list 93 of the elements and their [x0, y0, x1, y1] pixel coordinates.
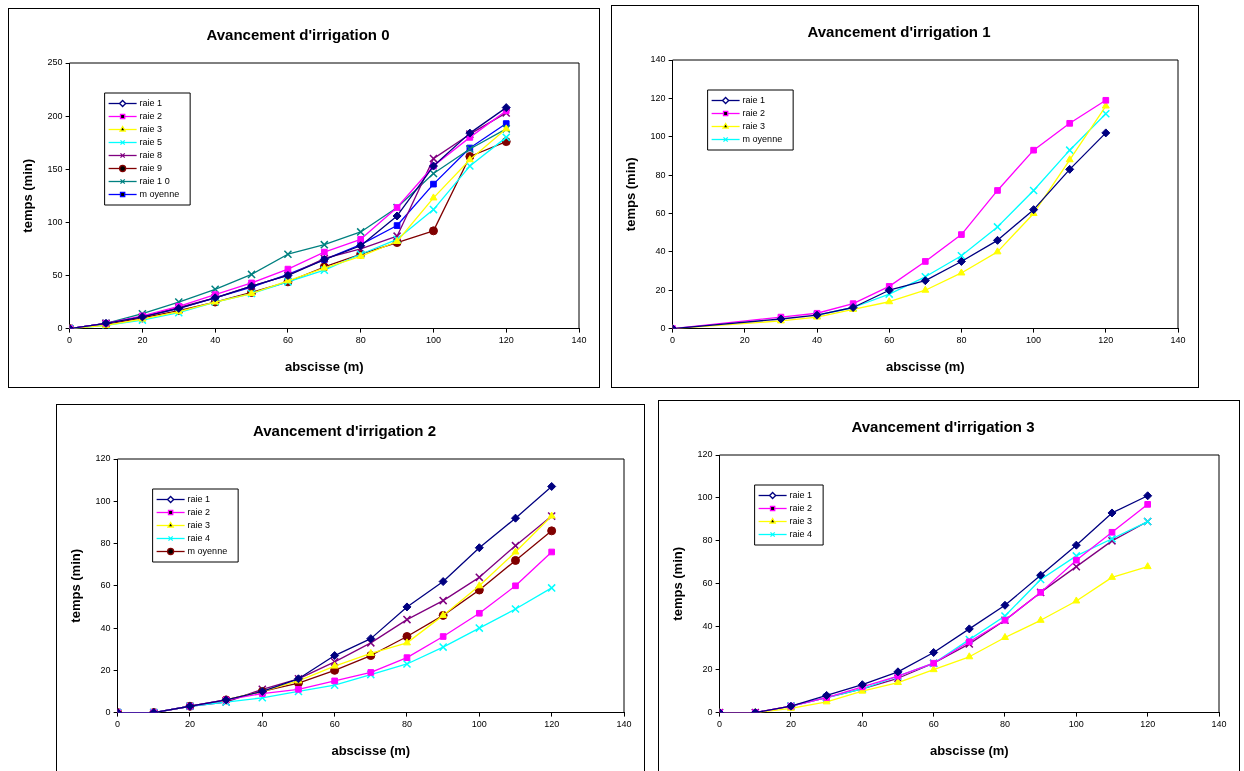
x-tick-label: 20 [137, 335, 148, 346]
x-tick-label: 100 [1026, 335, 1042, 346]
y-tick-label: 40 [655, 246, 666, 257]
y-tick-label: 120 [697, 449, 713, 460]
legend-label: raie 5 [139, 136, 163, 147]
x-tick-label: 140 [571, 335, 587, 346]
y-tick-label: 80 [655, 169, 666, 180]
x-tick-label: 40 [210, 335, 221, 346]
legend-label: raie 2 [789, 502, 813, 513]
x-tick-label: 20 [739, 335, 750, 346]
y-tick-label: 20 [100, 664, 111, 675]
y-tick-label: 60 [100, 580, 111, 591]
x-tick-label: 100 [471, 719, 487, 730]
legend-label: raie 1 [139, 97, 163, 108]
legend-label: raie 4 [187, 532, 211, 543]
x-tick-label: 120 [544, 719, 560, 730]
y-tick-label: 120 [95, 453, 111, 464]
y-tick-label: 100 [650, 131, 666, 142]
legend-label: raie 1 0 [139, 175, 170, 186]
chart-title: Avancement d'irrigation 3 [851, 418, 1035, 436]
x-tick-label: 120 [1098, 335, 1114, 346]
x-tick-label: 20 [785, 719, 796, 730]
y-tick-label: 60 [702, 578, 713, 589]
legend-label: raie 3 [139, 123, 163, 134]
y-tick-label: 40 [702, 621, 713, 632]
y-tick-label: 100 [47, 216, 63, 227]
chart-title: Avancement d'irrigation 2 [252, 422, 437, 440]
legend-label: raie 4 [789, 528, 813, 539]
y-tick-label: 100 [697, 492, 713, 503]
y-tick-label: 140 [650, 54, 666, 65]
x-tick-label: 40 [257, 719, 268, 730]
x-axis-title: abscisse (m) [885, 358, 965, 374]
x-tick-label: 40 [857, 719, 868, 730]
x-tick-label: 140 [1170, 335, 1186, 346]
x-tick-label: 100 [425, 335, 441, 346]
y-tick-label: 40 [100, 622, 111, 633]
y-tick-label: 20 [702, 664, 713, 675]
y-tick-label: 0 [105, 707, 111, 718]
chart-title: Avancement d'irrigation 1 [807, 23, 991, 41]
y-tick-label: 0 [57, 323, 63, 334]
y-tick-label: 100 [95, 495, 111, 506]
x-tick-label: 60 [282, 335, 293, 346]
y-tick-label: 80 [702, 535, 713, 546]
y-tick-label: 0 [660, 323, 666, 334]
y-tick-label: 50 [52, 269, 63, 280]
x-tick-label: 120 [1140, 719, 1156, 730]
x-tick-label: 140 [1211, 719, 1227, 730]
legend-label: m oyenne [139, 188, 180, 199]
chart-title: Avancement d'irrigation 0 [206, 26, 390, 44]
legend-label: m oyenne [187, 545, 228, 556]
legend-label: raie 1 [789, 489, 813, 500]
x-tick-label: 80 [401, 719, 412, 730]
x-tick-label: 0 [115, 719, 121, 730]
x-tick-label: 100 [1068, 719, 1084, 730]
legend-label: raie 2 [139, 110, 163, 121]
x-axis-title: abscisse (m) [284, 358, 364, 374]
x-tick-label: 20 [184, 719, 195, 730]
legend-label: raie 1 [742, 94, 766, 105]
y-tick-label: 60 [655, 207, 666, 218]
x-tick-label: 60 [884, 335, 895, 346]
x-tick-label: 40 [812, 335, 823, 346]
x-tick-label: 0 [67, 335, 73, 346]
y-tick-label: 150 [47, 163, 63, 174]
legend-label: raie 9 [139, 162, 163, 173]
y-axis-title: temps (min) [670, 546, 686, 621]
x-tick-label: 60 [329, 719, 340, 730]
y-axis-title: temps (min) [623, 157, 639, 232]
x-axis-title: abscisse (m) [331, 742, 411, 758]
legend-label: raie 2 [742, 107, 766, 118]
legend-label: m oyenne [742, 133, 783, 144]
legend-label: raie 3 [789, 515, 813, 526]
legend-label: raie 1 [187, 493, 211, 504]
legend-label: raie 3 [742, 120, 766, 131]
x-tick-label: 0 [717, 719, 723, 730]
legend-label: raie 3 [187, 519, 211, 530]
legend-label: raie 2 [187, 506, 211, 517]
x-tick-label: 140 [616, 719, 632, 730]
x-tick-label: 60 [928, 719, 939, 730]
y-tick-label: 250 [47, 57, 63, 68]
y-tick-label: 200 [47, 110, 63, 121]
x-tick-label: 80 [999, 719, 1010, 730]
x-tick-label: 80 [956, 335, 967, 346]
y-tick-label: 80 [100, 538, 111, 549]
y-tick-label: 0 [707, 707, 713, 718]
y-axis-title: temps (min) [20, 158, 36, 233]
x-tick-label: 80 [355, 335, 366, 346]
x-axis-title: abscisse (m) [929, 742, 1009, 758]
y-tick-label: 120 [650, 92, 666, 103]
x-tick-label: 120 [498, 335, 514, 346]
legend-label: raie 8 [139, 149, 163, 160]
x-tick-label: 0 [670, 335, 676, 346]
y-axis-title: temps (min) [68, 548, 84, 623]
y-tick-label: 20 [655, 284, 666, 295]
